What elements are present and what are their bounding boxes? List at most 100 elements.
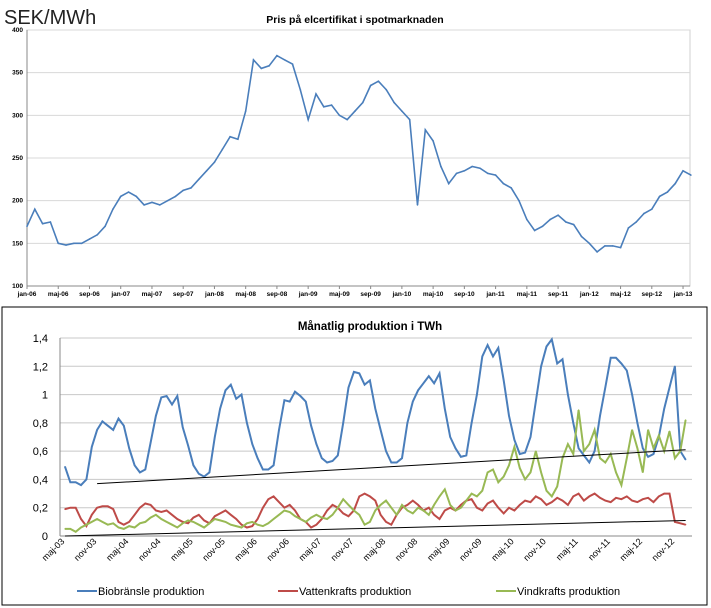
series-point	[390, 461, 393, 464]
price-point	[205, 170, 208, 172]
series-point	[203, 519, 205, 522]
series-point	[481, 490, 483, 492]
y-tick-label: 150	[12, 240, 23, 247]
series-point	[572, 453, 574, 455]
x-tick-label: jan-06	[17, 291, 37, 298]
series-point	[91, 446, 93, 448]
series-point	[433, 504, 435, 506]
series-point	[679, 450, 681, 452]
series-point	[337, 454, 339, 457]
series-point	[342, 498, 344, 500]
series-point	[294, 391, 296, 393]
series-point	[310, 516, 312, 519]
x-tick-label: jan-10	[391, 291, 411, 298]
price-point	[440, 165, 442, 168]
price-point	[549, 218, 552, 221]
series-point	[610, 501, 612, 503]
series-point	[379, 429, 382, 431]
x-tick-label: jan-11	[485, 291, 505, 298]
series-point	[428, 507, 430, 509]
series-point	[583, 450, 585, 452]
series-point	[310, 526, 312, 529]
series-point	[235, 398, 237, 400]
series-point	[561, 358, 564, 360]
series-point	[535, 400, 537, 403]
series-point	[567, 443, 569, 445]
trendline	[97, 449, 686, 485]
series-point	[593, 492, 596, 495]
series-point	[577, 447, 580, 450]
price-point	[510, 187, 513, 189]
series-point	[272, 464, 275, 466]
x-tick-label: jan-13	[673, 291, 693, 298]
series-point	[117, 417, 120, 420]
series-point	[513, 446, 516, 448]
series-point	[374, 499, 376, 502]
series-point	[363, 492, 366, 495]
series-point	[64, 466, 66, 468]
series-point	[310, 424, 312, 427]
series-point	[503, 512, 505, 515]
price-point	[166, 199, 169, 202]
price-point	[221, 148, 224, 151]
series-point	[219, 519, 221, 522]
series-point	[128, 525, 130, 527]
series-point	[470, 492, 473, 495]
price-point	[65, 244, 67, 246]
series-point	[497, 507, 500, 509]
series-point	[160, 511, 162, 513]
series-point	[476, 393, 478, 396]
price-point	[151, 201, 153, 204]
series-point	[112, 522, 114, 524]
series-point	[144, 468, 146, 471]
series-point	[401, 457, 403, 459]
series-point	[176, 526, 179, 529]
series-point	[192, 516, 195, 519]
series-point	[155, 415, 157, 417]
x-tick-label: maj-04	[104, 536, 131, 563]
price-point	[596, 251, 598, 253]
series-point	[492, 499, 494, 502]
series-point	[604, 386, 607, 389]
price-point	[635, 221, 637, 223]
series-point	[155, 514, 157, 516]
x-tick-label: sep-08	[267, 291, 288, 298]
series-point	[326, 518, 328, 520]
x-tick-label: sep-11	[548, 291, 569, 298]
series-point	[556, 485, 558, 488]
series-point	[652, 501, 655, 503]
price-point	[190, 187, 192, 189]
bottom-chart-title: Månatlig produktion i TWh	[298, 321, 442, 333]
price-point	[198, 178, 200, 181]
series-point	[262, 507, 264, 509]
series-point	[267, 522, 269, 524]
series-point	[647, 497, 649, 499]
series-point	[593, 450, 596, 452]
series-point	[444, 509, 446, 512]
price-point	[330, 104, 333, 106]
series-point	[69, 481, 72, 483]
x-tick-label: maj-10	[423, 291, 444, 298]
series-point	[551, 501, 553, 503]
x-tick-label: maj-05	[168, 536, 195, 563]
series-point	[251, 443, 253, 445]
price-point	[479, 167, 481, 170]
series-point	[438, 495, 441, 498]
series-point	[256, 518, 259, 520]
x-tick-label: maj-12	[610, 291, 631, 298]
series-point	[626, 457, 628, 459]
series-point	[508, 464, 510, 466]
series-point	[165, 521, 168, 523]
series-point	[604, 461, 607, 464]
series-point	[262, 525, 264, 527]
price-point	[408, 118, 411, 121]
price-point	[213, 161, 216, 164]
series-point	[283, 507, 286, 509]
series-point	[545, 490, 548, 492]
series-point	[567, 504, 569, 506]
series-point	[417, 504, 419, 506]
x-tick-label: sep-12	[641, 291, 662, 298]
series-point	[246, 526, 248, 529]
series-point	[171, 514, 173, 516]
series-point	[214, 436, 216, 438]
